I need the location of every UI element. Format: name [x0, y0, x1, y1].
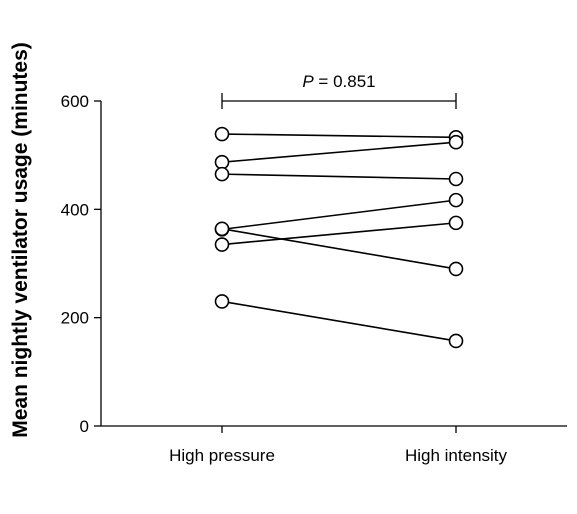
data-point [448, 261, 464, 277]
data-point [448, 192, 464, 208]
y-tick-label: 600 [61, 92, 89, 111]
data-point [448, 171, 464, 187]
p-value-bracket: P = 0.851 [221, 72, 457, 109]
series-line [221, 228, 457, 270]
data-point [214, 237, 230, 252]
p-value-label: P = 0.851 [302, 72, 375, 91]
data-point [214, 221, 230, 237]
series-line [221, 199, 457, 231]
y-tick-label: 400 [61, 200, 89, 219]
series-6 [214, 221, 464, 277]
series-5 [214, 215, 464, 252]
data-point [448, 134, 464, 150]
p-symbol: P [302, 72, 314, 91]
y-tick-label: 200 [61, 309, 89, 328]
series-line [221, 173, 457, 180]
series-2 [214, 134, 464, 170]
series-3 [214, 166, 464, 187]
series-4 [214, 192, 464, 237]
series-line [221, 300, 457, 342]
data-point [214, 126, 230, 142]
series-layer [214, 126, 464, 349]
data-point [214, 294, 230, 309]
series-line [221, 222, 457, 246]
y-axis-title: Mean nightly ventilator usage (minutes) [9, 42, 32, 438]
series-7 [214, 294, 464, 349]
series-line [221, 133, 457, 139]
p-value-text: = 0.851 [314, 72, 376, 91]
y-ticks: 0 200 400 600 [61, 92, 101, 436]
x-tick-label: High pressure [169, 446, 275, 465]
data-point [214, 154, 230, 170]
y-tick-label: 0 [80, 417, 89, 436]
series-line [221, 141, 457, 164]
x-tick-label: High intensity [405, 446, 508, 465]
series-1 [214, 126, 464, 145]
data-point [448, 215, 464, 231]
data-point [448, 333, 464, 349]
x-ticks: High pressure High intensity [169, 426, 508, 465]
data-point [214, 166, 230, 182]
